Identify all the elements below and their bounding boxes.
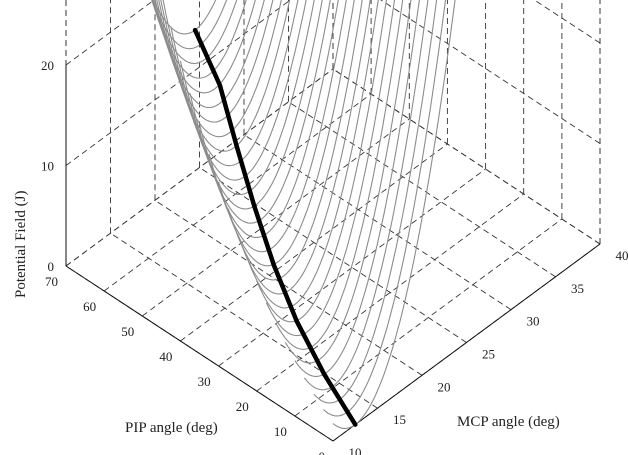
z-tick-label: 10 (41, 159, 54, 174)
grid-floor-pip (256, 193, 524, 392)
y-tick-label: 70 (45, 274, 58, 289)
surface-curve (313, 0, 438, 404)
x-tick-label: 10 (349, 445, 362, 455)
grid-sidewall-level (332, 68, 601, 245)
x-axis-label: MCP angle (deg) (457, 414, 560, 430)
y-tick-label: 20 (236, 399, 249, 414)
surface-curve (152, 0, 256, 94)
surface-curve (198, 0, 339, 238)
grid-floor-pip (103, 93, 372, 292)
grid-floor-mcp (199, 167, 467, 343)
z-axis-label: Potential Field (J) (13, 191, 29, 299)
grid-floor-pip (294, 218, 563, 417)
surface-curve (323, 0, 447, 417)
grid-floor-pip (142, 118, 410, 317)
grid-sidewall-level (380, 0, 601, 144)
surface-curve (294, 0, 420, 377)
surface-curve (246, 0, 379, 309)
y-axis-label: PIP angle (deg) (125, 420, 218, 436)
x-axis-line (332, 243, 601, 442)
grid-floor-pip (218, 168, 486, 367)
x-tick-label: 35 (571, 281, 584, 296)
grid-floor-mcp (154, 199, 423, 376)
minimum-path (192, 27, 358, 427)
surface-curve (170, 0, 315, 196)
surface-curve (275, 0, 404, 350)
axes (65, 65, 601, 442)
y-tick-label: 60 (83, 299, 96, 314)
grid-floor-mcp (243, 134, 512, 311)
x-tick-label: 40 (616, 248, 628, 263)
grid-floor-mcp (110, 232, 378, 409)
grid-backwall-level (65, 68, 334, 267)
surface-curve (284, 0, 412, 364)
min-potential-path-line (192, 27, 358, 427)
grid-floor-mcp (288, 101, 556, 278)
y-tick-label: 50 (121, 324, 134, 339)
surface-curve (151, 0, 238, 65)
surface-curve (227, 0, 363, 281)
surface-curve (265, 0, 396, 337)
y-axis-line (65, 265, 334, 442)
surface-curve (256, 0, 387, 323)
grid-floor-pip (180, 143, 448, 342)
surface-curve (208, 0, 347, 253)
surface-curve (179, 0, 323, 210)
x-tick-label: 20 (438, 379, 451, 394)
surface-curve (189, 0, 331, 224)
y-tick-label: 30 (198, 374, 211, 389)
surface-curve (218, 0, 355, 267)
surface-curve (332, 0, 456, 429)
tick-labels: 1015202530354001020304050607001020 (41, 58, 628, 455)
surface-curve (158, 0, 291, 152)
y-tick-label: 40 (159, 349, 172, 364)
x-tick-label: 25 (482, 347, 495, 362)
grid-sidewall-level (533, 0, 601, 44)
grid-backwall-level (65, 0, 292, 166)
surface-curve (151, 0, 247, 79)
grid-lines (65, 0, 601, 442)
y-tick-label: 10 (274, 424, 287, 439)
y-tick-label: 0 (319, 449, 326, 455)
surface-curve (237, 0, 371, 295)
z-tick-label: 20 (41, 58, 54, 73)
x-tick-label: 15 (393, 412, 406, 427)
z-tick-label: 0 (48, 259, 55, 274)
x-tick-label: 30 (527, 314, 540, 329)
grid-backwall-level (65, 0, 155, 66)
